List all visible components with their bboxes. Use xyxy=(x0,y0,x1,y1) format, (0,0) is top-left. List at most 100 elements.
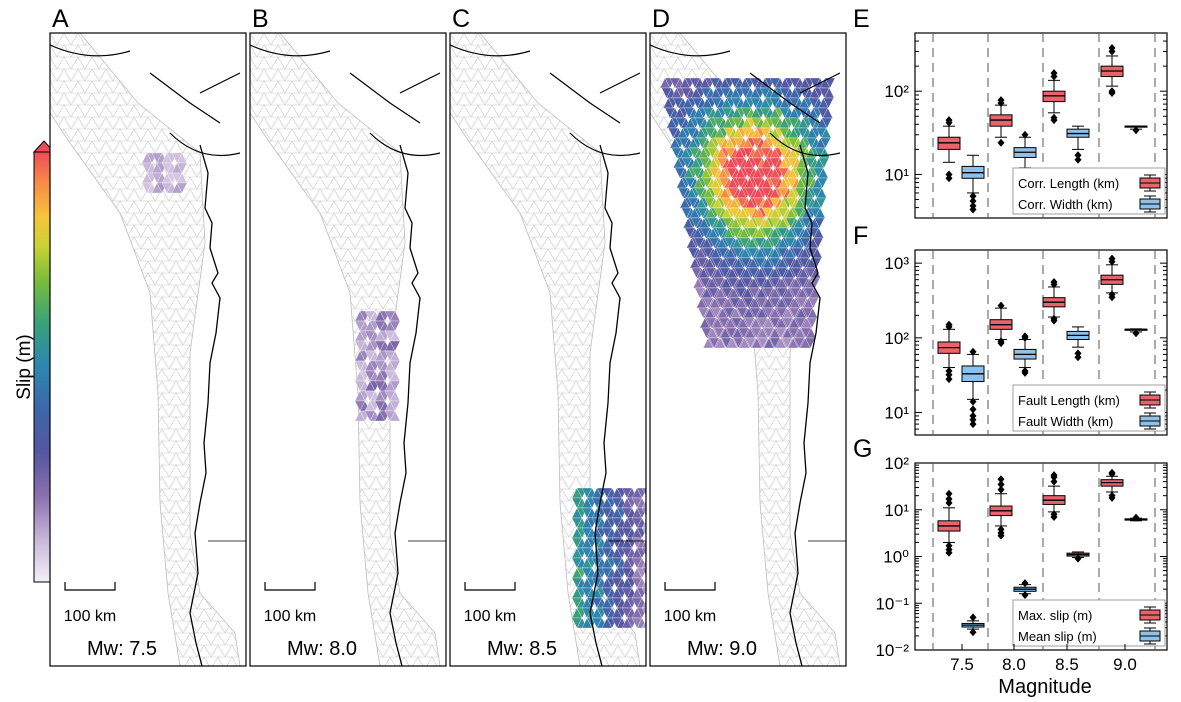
box-red xyxy=(989,301,1013,348)
legend-label: Fault Width (km) xyxy=(1018,414,1113,429)
outlier-marker xyxy=(1050,471,1058,480)
outlier-marker xyxy=(945,370,953,379)
outlier-marker xyxy=(969,205,977,214)
panel-letter: B xyxy=(252,5,269,33)
outlier-marker xyxy=(945,320,953,329)
magnitude-label: Mw: 8.5 xyxy=(487,638,557,660)
colorbar-label: Slip (m) xyxy=(14,334,35,399)
slip-triangle xyxy=(389,400,401,412)
x-tick-label: 8.5 xyxy=(1055,655,1079,674)
outlier-marker xyxy=(969,405,977,414)
box-panel-e: 10¹ 10² Corr. Length (km) Corr. Width (km) xyxy=(884,32,1168,219)
outlier-marker xyxy=(1074,151,1082,160)
outlier-marker xyxy=(969,628,977,637)
outlier-marker xyxy=(1050,512,1058,521)
outlier-marker xyxy=(1074,353,1082,362)
box-blue xyxy=(1124,125,1148,135)
scale-bar-label: 100 km xyxy=(664,608,716,625)
slip-triangle xyxy=(641,579,646,589)
box-red xyxy=(1042,471,1066,521)
outlier-marker xyxy=(1108,293,1116,302)
y-tick-label: 10¹ xyxy=(884,165,909,184)
map-panel-d xyxy=(650,33,846,666)
outlier-marker xyxy=(997,138,1005,147)
slip-triangle xyxy=(641,547,646,557)
y-tick-label: 10² xyxy=(884,329,909,348)
slip-triangle xyxy=(641,559,646,569)
slip-patch xyxy=(354,310,401,422)
outlier-marker xyxy=(997,96,1005,105)
box-red xyxy=(1042,69,1066,125)
outlier-marker xyxy=(997,339,1005,348)
outlier-marker xyxy=(1050,116,1058,125)
box-red xyxy=(1100,44,1124,98)
slip-triangle xyxy=(820,137,831,149)
slip-triangle xyxy=(808,297,819,309)
scale-bar-label: 100 km xyxy=(264,608,316,625)
outlier-marker xyxy=(1050,69,1058,78)
coastline xyxy=(389,144,421,666)
outlier-marker xyxy=(1108,493,1116,502)
outlier-marker xyxy=(1021,579,1029,588)
outlier-marker xyxy=(1021,591,1029,600)
panel-letter: A xyxy=(52,5,69,33)
x-tick-label: 7.5 xyxy=(950,655,974,674)
y-tick-label: 10¹ xyxy=(884,404,909,423)
slip-triangle xyxy=(641,499,646,509)
outlier-marker xyxy=(1074,155,1082,164)
legend-label: Mean slip (m) xyxy=(1018,629,1097,644)
outlier-marker xyxy=(1132,329,1140,338)
legend: Max. slip (m) Mean slip (m) xyxy=(1012,599,1166,647)
panel-letter: D xyxy=(652,5,670,33)
slip-triangle xyxy=(641,527,646,537)
scale-bar xyxy=(64,582,116,591)
scale-bar xyxy=(464,582,516,591)
northern-coastline xyxy=(250,44,441,157)
box-blue xyxy=(1066,326,1090,362)
box-blue xyxy=(961,154,985,214)
outlier-marker xyxy=(997,475,1005,484)
slip-triangle xyxy=(389,320,401,332)
box-blue xyxy=(1066,551,1090,563)
box-red xyxy=(937,320,961,384)
y-tick-label: 10³ xyxy=(884,254,909,273)
northern-coastline xyxy=(450,44,641,157)
slip-triangle xyxy=(821,117,833,129)
legend: Fault Length (km) Fault Width (km) xyxy=(1012,384,1166,432)
slip-triangle xyxy=(817,177,828,189)
scale-bar xyxy=(264,582,316,591)
coastline xyxy=(589,144,621,666)
map-frame xyxy=(449,32,647,667)
outlier-marker xyxy=(969,420,977,429)
box-red xyxy=(989,475,1013,540)
box-red xyxy=(989,96,1013,147)
panel-letter: G xyxy=(853,435,872,463)
outlier-marker xyxy=(1021,332,1029,341)
slip-triangle xyxy=(805,337,816,349)
outlier-marker xyxy=(945,116,953,125)
legend-label: Fault Length (km) xyxy=(1018,393,1120,408)
coastline xyxy=(189,144,221,666)
x-axis-label: Magnitude xyxy=(998,676,1091,698)
panel-letter: C xyxy=(452,5,470,33)
legend: Corr. Length (km) Corr. Width (km) xyxy=(1012,167,1166,215)
outlier-marker xyxy=(969,397,977,406)
outlier-marker xyxy=(969,197,977,206)
y-tick-label: 10¹ xyxy=(884,501,909,520)
slip-triangle xyxy=(641,487,646,497)
box-blue xyxy=(1124,328,1148,338)
outlier-marker xyxy=(1050,477,1058,486)
map-frame xyxy=(249,32,447,667)
y-tick-label: 10⁻¹ xyxy=(875,594,909,613)
x-tick-label: 9.0 xyxy=(1113,655,1137,674)
outlier-marker xyxy=(997,480,1005,489)
box-panel-g: 10⁻² 10⁻¹ 10⁰ 10¹ 10² Max. slip (m) Mean slip … xyxy=(875,454,1168,660)
coastline xyxy=(789,144,821,666)
y-tick-label: 10⁻² xyxy=(875,641,909,660)
fault-mesh xyxy=(450,33,641,666)
y-tick-label: 10² xyxy=(884,82,909,101)
outlier-marker xyxy=(945,174,953,183)
slip-triangle xyxy=(389,360,401,372)
magnitude-label: Mw: 8.0 xyxy=(287,638,357,660)
slip-patch xyxy=(659,77,836,349)
